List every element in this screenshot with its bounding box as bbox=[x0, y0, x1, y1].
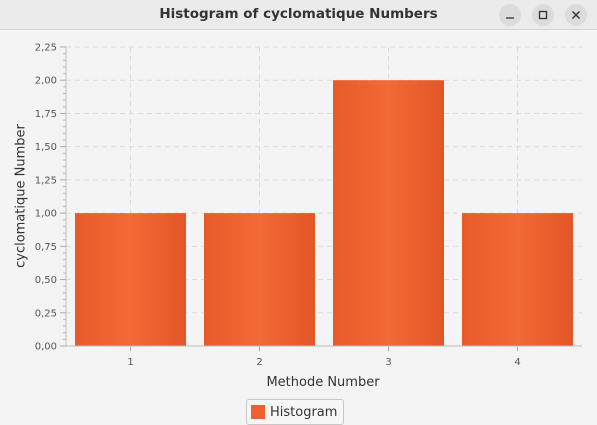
y-axis-label: cyclomatique Number bbox=[13, 124, 29, 268]
minimize-button[interactable] bbox=[499, 4, 521, 26]
y-tick-label: 0,75 bbox=[35, 242, 57, 253]
y-tick-label: 1,25 bbox=[35, 175, 57, 186]
x-axis-label: Methode Number bbox=[266, 375, 380, 390]
minimize-icon bbox=[506, 17, 514, 19]
legend-swatch bbox=[251, 405, 265, 419]
bar bbox=[75, 213, 186, 346]
legend-label: Histogram bbox=[270, 404, 338, 420]
maximize-button[interactable] bbox=[532, 4, 554, 26]
y-tick-label: 2,00 bbox=[35, 76, 57, 87]
window-title: Histogram of cyclomatique Numbers bbox=[159, 6, 438, 22]
close-button[interactable] bbox=[565, 4, 587, 26]
bar bbox=[333, 80, 444, 346]
y-tick-label: 0,25 bbox=[35, 308, 57, 319]
y-tick-label: 1,00 bbox=[35, 209, 57, 220]
legend[interactable]: Histogram bbox=[246, 399, 345, 425]
bar bbox=[462, 213, 573, 346]
y-axis-ticks: 0,00 0,25 0,50 0,75 1,00 1,25 1,50 1,75 2,00 2,25 bbox=[35, 43, 66, 353]
x-tick-label: 1 bbox=[127, 357, 133, 368]
maximize-icon bbox=[538, 10, 548, 20]
window-titlebar: Histogram of cyclomatique Numbers bbox=[0, 0, 597, 30]
x-axis-ticks: 1 2 3 4 bbox=[127, 346, 521, 368]
x-tick-label: 3 bbox=[385, 357, 391, 368]
x-tick-label: 4 bbox=[514, 357, 520, 368]
y-tick-label: 1,50 bbox=[35, 142, 57, 153]
bars bbox=[75, 80, 573, 346]
y-tick-label: 0,00 bbox=[35, 342, 57, 353]
y-tick-label: 2,25 bbox=[35, 43, 57, 54]
y-tick-label: 1,75 bbox=[35, 109, 57, 120]
bar bbox=[204, 213, 315, 346]
close-icon bbox=[572, 11, 580, 19]
x-tick-label: 2 bbox=[256, 357, 262, 368]
y-tick-label: 0,50 bbox=[35, 275, 57, 286]
